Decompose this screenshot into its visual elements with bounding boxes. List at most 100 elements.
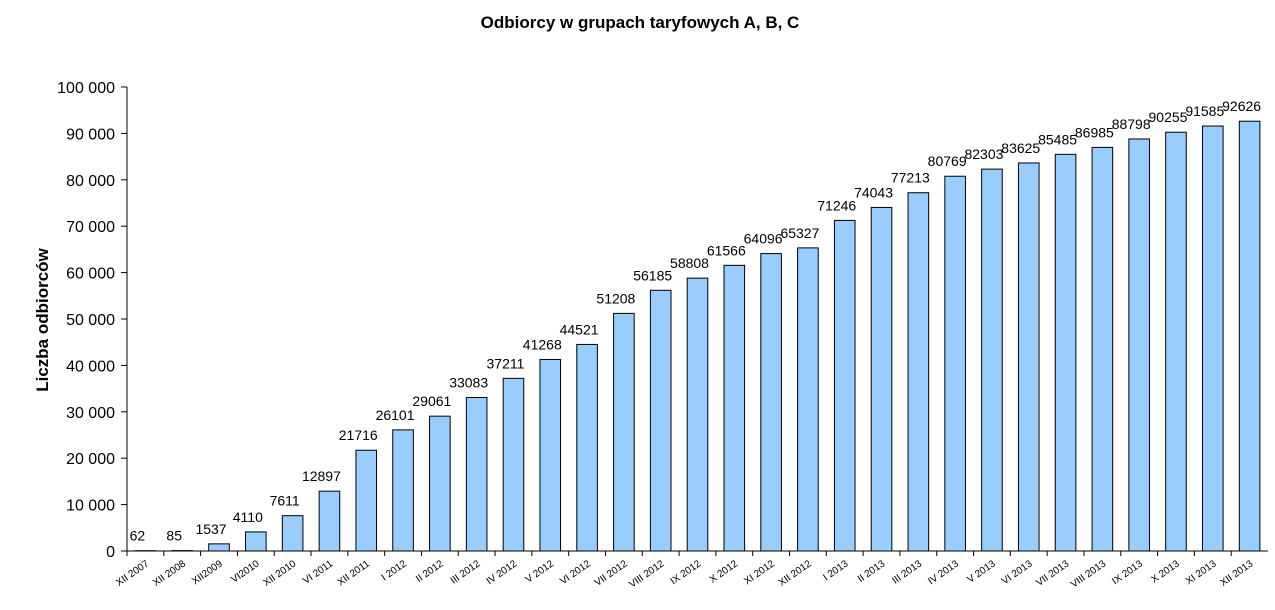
bar: [1091, 146, 1114, 552]
value-label: 61566: [707, 242, 746, 258]
x-tick-label: I 2013: [821, 558, 850, 583]
x-tick-label: XII 2007: [114, 558, 151, 589]
x-tick-label: VI 2011: [301, 558, 335, 587]
bar: [539, 359, 562, 552]
x-tick-label: VIII 2012: [627, 558, 666, 590]
bar: [981, 168, 1003, 552]
bar: [429, 415, 451, 552]
bar: [833, 219, 856, 552]
bar: [465, 396, 488, 552]
x-tick-label: I 2012: [380, 558, 409, 583]
y-tick-label: 40 000: [66, 358, 115, 375]
value-label: 82303: [964, 146, 1003, 162]
x-tick-label: VII 2012: [593, 558, 630, 589]
bar: [1017, 162, 1040, 552]
value-label: 58808: [670, 255, 709, 271]
bar: [1128, 138, 1150, 552]
y-tick-label: 70 000: [66, 219, 115, 236]
value-label: 37211: [487, 355, 525, 371]
bar: [355, 449, 378, 552]
bar: [1054, 153, 1077, 552]
x-tick-label: VI 2012: [558, 558, 593, 587]
x-tick-label: XII 2011: [336, 558, 373, 588]
y-tick-label: 60 000: [66, 266, 115, 283]
bar: [392, 429, 414, 552]
x-tick-label: VIII 2013: [1069, 558, 1108, 590]
value-label: 44521: [560, 321, 599, 337]
bar: [1165, 131, 1187, 552]
value-label: 21716: [339, 427, 378, 443]
bar: [318, 490, 341, 552]
value-label: 51208: [596, 290, 635, 306]
x-tick-label: XI 2012: [742, 558, 777, 587]
value-label: 71246: [817, 197, 856, 213]
bar: [797, 247, 819, 552]
value-label: 90255: [1149, 109, 1188, 125]
y-tick-label: 20 000: [66, 451, 115, 468]
bar: [760, 253, 782, 552]
x-tick-label: IV 2013: [926, 558, 961, 587]
value-label: 12897: [302, 468, 341, 484]
value-label: 4110: [233, 509, 263, 525]
value-label: 64096: [744, 231, 783, 247]
x-tick-label: III 2012: [449, 558, 483, 586]
value-label: 85: [166, 528, 182, 544]
x-tick-label: XII 2012: [777, 558, 814, 589]
bar: [723, 264, 746, 552]
y-tick-label: 10 000: [66, 498, 115, 515]
value-label: 92626: [1222, 98, 1261, 114]
bar: [870, 206, 893, 552]
x-tick-label: X 2012: [708, 558, 741, 585]
x-tick-label: II 2012: [414, 558, 446, 585]
x-tick-label: II 2013: [856, 558, 888, 585]
bar: [649, 289, 672, 552]
value-label: 1537: [195, 521, 226, 537]
y-tick-label: 0: [106, 544, 115, 561]
bar: [208, 543, 230, 552]
value-label: 85485: [1038, 131, 1077, 147]
x-tick-label: IV 2012: [485, 558, 520, 587]
x-tick-label: IX 2012: [669, 558, 704, 587]
bar: [1238, 120, 1261, 552]
x-tick-label: XI 2013: [1184, 558, 1219, 587]
value-label: 62: [130, 528, 146, 544]
value-label: 65327: [780, 225, 819, 241]
x-tick-label: IX 2013: [1110, 558, 1145, 587]
value-label: 83625: [1001, 140, 1040, 156]
value-label: 29061: [412, 393, 451, 409]
y-tick-label: 100 000: [57, 80, 115, 97]
value-label: 77213: [891, 170, 930, 186]
value-label: 74043: [854, 184, 893, 200]
value-label: 80769: [928, 153, 967, 169]
x-tick-label: XII 2010: [262, 558, 299, 589]
x-tick-label: V 2013: [965, 558, 998, 585]
x-tick-label: VII 2013: [1034, 558, 1071, 589]
bar: [245, 531, 267, 552]
x-tick-label: XII2009: [190, 558, 225, 587]
y-axis-title: Liczba odbiorców: [33, 247, 52, 391]
bar: [1201, 125, 1224, 552]
y-tick-label: 90 000: [66, 126, 115, 143]
value-label: 56185: [633, 267, 672, 283]
bar: [686, 277, 709, 552]
value-label: 86985: [1075, 124, 1114, 140]
value-label: 7611: [270, 493, 300, 509]
chart-title: Odbiorcy w grupach taryfowych A, B, C: [481, 13, 800, 32]
x-tick-label: X 2013: [1149, 558, 1182, 585]
value-label: 26101: [376, 407, 415, 423]
y-tick-label: 50 000: [66, 312, 115, 329]
bar: [281, 515, 304, 552]
value-label: 91585: [1185, 103, 1224, 119]
x-tick-label: III 2013: [890, 558, 924, 586]
y-tick-label: 80 000: [66, 173, 115, 190]
bar: [613, 312, 635, 552]
value-label: 88798: [1112, 116, 1151, 132]
x-tick-label: V 2012: [524, 558, 557, 585]
bar: [944, 175, 966, 552]
bar: [907, 192, 930, 552]
x-tick-label: VI2010: [229, 558, 262, 585]
x-tick-label: VI 2013: [1000, 558, 1035, 587]
bar: [502, 377, 525, 552]
x-tick-label: XII 2008: [151, 558, 188, 589]
